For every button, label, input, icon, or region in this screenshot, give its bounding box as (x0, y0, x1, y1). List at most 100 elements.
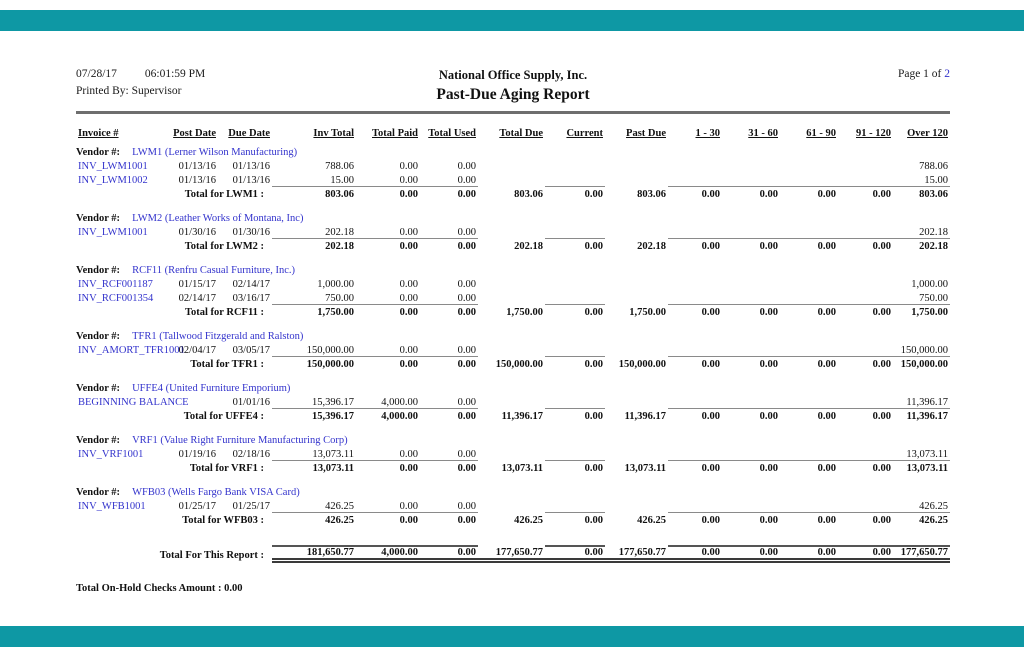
vendor-link[interactable]: UFFE4 (United Furniture Emporium) (132, 383, 291, 394)
vendor-cell: Vendor #: UFFE4 (United Furniture Emporiu… (76, 378, 950, 394)
vendor-total-past-due: 803.06 (637, 189, 666, 200)
invoice-link[interactable]: INV_LWM1002 (78, 175, 148, 186)
total-used: 0.00 (457, 226, 476, 238)
vendor-total-a2: 0.00 (722, 237, 780, 252)
over-120: 788.06 (919, 161, 948, 172)
vendor-total-current: 0.00 (545, 303, 605, 318)
invoice-link[interactable]: BEGINNING BALANCE (78, 397, 189, 408)
vendor-link[interactable]: RCF11 (Renfru Casual Furniture, Inc.) (132, 265, 295, 276)
total-due (478, 446, 545, 460)
aging-61-90 (780, 498, 838, 512)
vendor-total-inv-total: 1,750.00 (272, 303, 356, 318)
aging-31-60 (722, 276, 780, 290)
aging-91-120 (838, 224, 893, 238)
vendor-total-over120: 803.06 (893, 185, 950, 200)
spacer-row (76, 534, 950, 546)
due-date: 01/25/17 (232, 501, 270, 512)
vendor-total-inv-total: 15,396.17 (272, 407, 356, 422)
vendor-total-current: 0.00 (545, 237, 605, 252)
due-date: 01/13/16 (232, 175, 270, 186)
vendor-total-past-due: 150,000.00 (618, 359, 666, 370)
aging-61-90 (780, 158, 838, 172)
aging-31-60 (722, 498, 780, 512)
total-used: 0.00 (457, 500, 476, 512)
spacer-row (76, 200, 950, 208)
vendor-link[interactable]: LWM1 (Lerner Wilson Manufacturing) (132, 147, 298, 158)
post-date: 01/15/17 (178, 279, 216, 290)
aging-1-30 (668, 172, 722, 186)
total-used: 0.00 (457, 448, 476, 460)
report-total-label: Total For This Report : (159, 549, 264, 561)
vendor-total-a4: 0.00 (838, 407, 893, 422)
vendor-total-a1: 0.00 (668, 511, 722, 526)
report-total-a4: 0.00 (838, 545, 893, 563)
invoice-row: INV_RCF001187 01/15/17 02/14/17 1,000.00 0.0… (76, 276, 950, 290)
vendor-total-past-due: 13,073.11 (624, 463, 666, 474)
invoice-link[interactable]: INV_RCF001354 (78, 293, 154, 304)
aging-61-90 (780, 172, 838, 186)
spacer-row (76, 474, 950, 482)
invoice-link[interactable]: INV_LWM1001 (78, 227, 148, 238)
inv-total: 788.06 (325, 161, 354, 172)
invoice-link[interactable]: INV_RCF001187 (78, 279, 153, 290)
vendor-total-over120: 13,073.11 (893, 459, 950, 474)
vendor-total-over120: 11,396.17 (893, 407, 950, 422)
total-used: 0.00 (457, 174, 476, 186)
inv-total: 202.18 (325, 226, 354, 238)
vendor-total-over120: 1,750.00 (893, 303, 950, 318)
spacer-row (76, 526, 950, 534)
column-header-inv-total: Inv Total (313, 128, 354, 139)
aging-31-60 (722, 394, 780, 408)
aging-31-60 (722, 172, 780, 186)
total-paid: 4,000.00 (381, 396, 418, 408)
vendor-total-a3: 0.00 (780, 355, 838, 370)
current (545, 224, 605, 238)
past-due (605, 158, 668, 172)
vendor-link[interactable]: VRF1 (Value Right Furniture Manufacturin… (132, 435, 348, 446)
spacer-row (76, 422, 950, 430)
aging-91-120 (838, 172, 893, 186)
aging-31-60 (722, 158, 780, 172)
invoice-row: INV_WFB1001 01/25/17 01/25/17 426.25 0.00 0.0… (76, 498, 950, 513)
total-due (478, 158, 545, 172)
top-accent-bar (0, 10, 1024, 31)
column-header-91-120: 91 - 120 (856, 128, 891, 139)
vendor-total-row: Total for TFR1 :150,000.00 0.00 0.00 150,00… (76, 355, 950, 370)
total-due (478, 172, 545, 186)
aging-31-60 (722, 446, 780, 460)
current (545, 342, 605, 356)
page-prefix: Page 1 of (897, 68, 942, 80)
current (545, 498, 605, 512)
aging-91-120 (838, 394, 893, 408)
past-due (605, 172, 668, 186)
invoice-link[interactable]: INV_VRF1001 (78, 449, 144, 460)
aging-91-120 (838, 158, 893, 172)
vendor-link[interactable]: WFB03 (Wells Fargo Bank VISA Card) (132, 487, 300, 498)
vendor-total-due: 1,750.00 (506, 307, 543, 318)
past-due (605, 290, 668, 304)
invoice-row: INV_LWM1001 01/30/16 01/30/16 202.18 0.00 0.0… (76, 224, 950, 239)
over-120: 1,000.00 (911, 279, 948, 290)
column-header-total-due: Total Due (499, 128, 543, 139)
vendor-number-label: Vendor #: (76, 147, 121, 158)
vendor-cell: Vendor #: TFR1 (Tallwood Fitzgerald and R… (76, 326, 950, 342)
invoice-link[interactable]: INV_LWM1001 (78, 161, 148, 172)
post-date: 01/13/16 (178, 161, 216, 172)
vendor-total-due: 150,000.00 (495, 359, 543, 370)
invoice-link[interactable]: INV_AMORT_TFR1001 (78, 345, 185, 356)
column-header-1-30: 1 - 30 (695, 128, 721, 139)
total-used: 0.00 (457, 279, 476, 290)
vendor-total-row: Total for UFFE4 :15,396.17 4,000.00 0.00 11… (76, 407, 950, 422)
vendor-total-paid: 0.00 (356, 511, 420, 526)
column-header-total-used: Total Used (428, 128, 476, 139)
total-paid: 0.00 (399, 174, 418, 186)
invoice-link[interactable]: INV_WFB1001 (78, 501, 146, 512)
report-total-due: 177,650.77 (478, 546, 545, 563)
vendor-link[interactable]: TFR1 (Tallwood Fitzgerald and Ralston) (132, 331, 304, 342)
total-used: 0.00 (457, 344, 476, 356)
vendor-cell: Vendor #: WFB03 (Wells Fargo Bank VISA Ca… (76, 482, 950, 498)
column-header-61-90: 61 - 90 (806, 128, 836, 139)
vendor-link[interactable]: LWM2 (Leather Works of Montana, Inc) (132, 213, 304, 224)
vendor-total-current: 0.00 (545, 407, 605, 422)
vendor-total-current: 0.00 (545, 459, 605, 474)
